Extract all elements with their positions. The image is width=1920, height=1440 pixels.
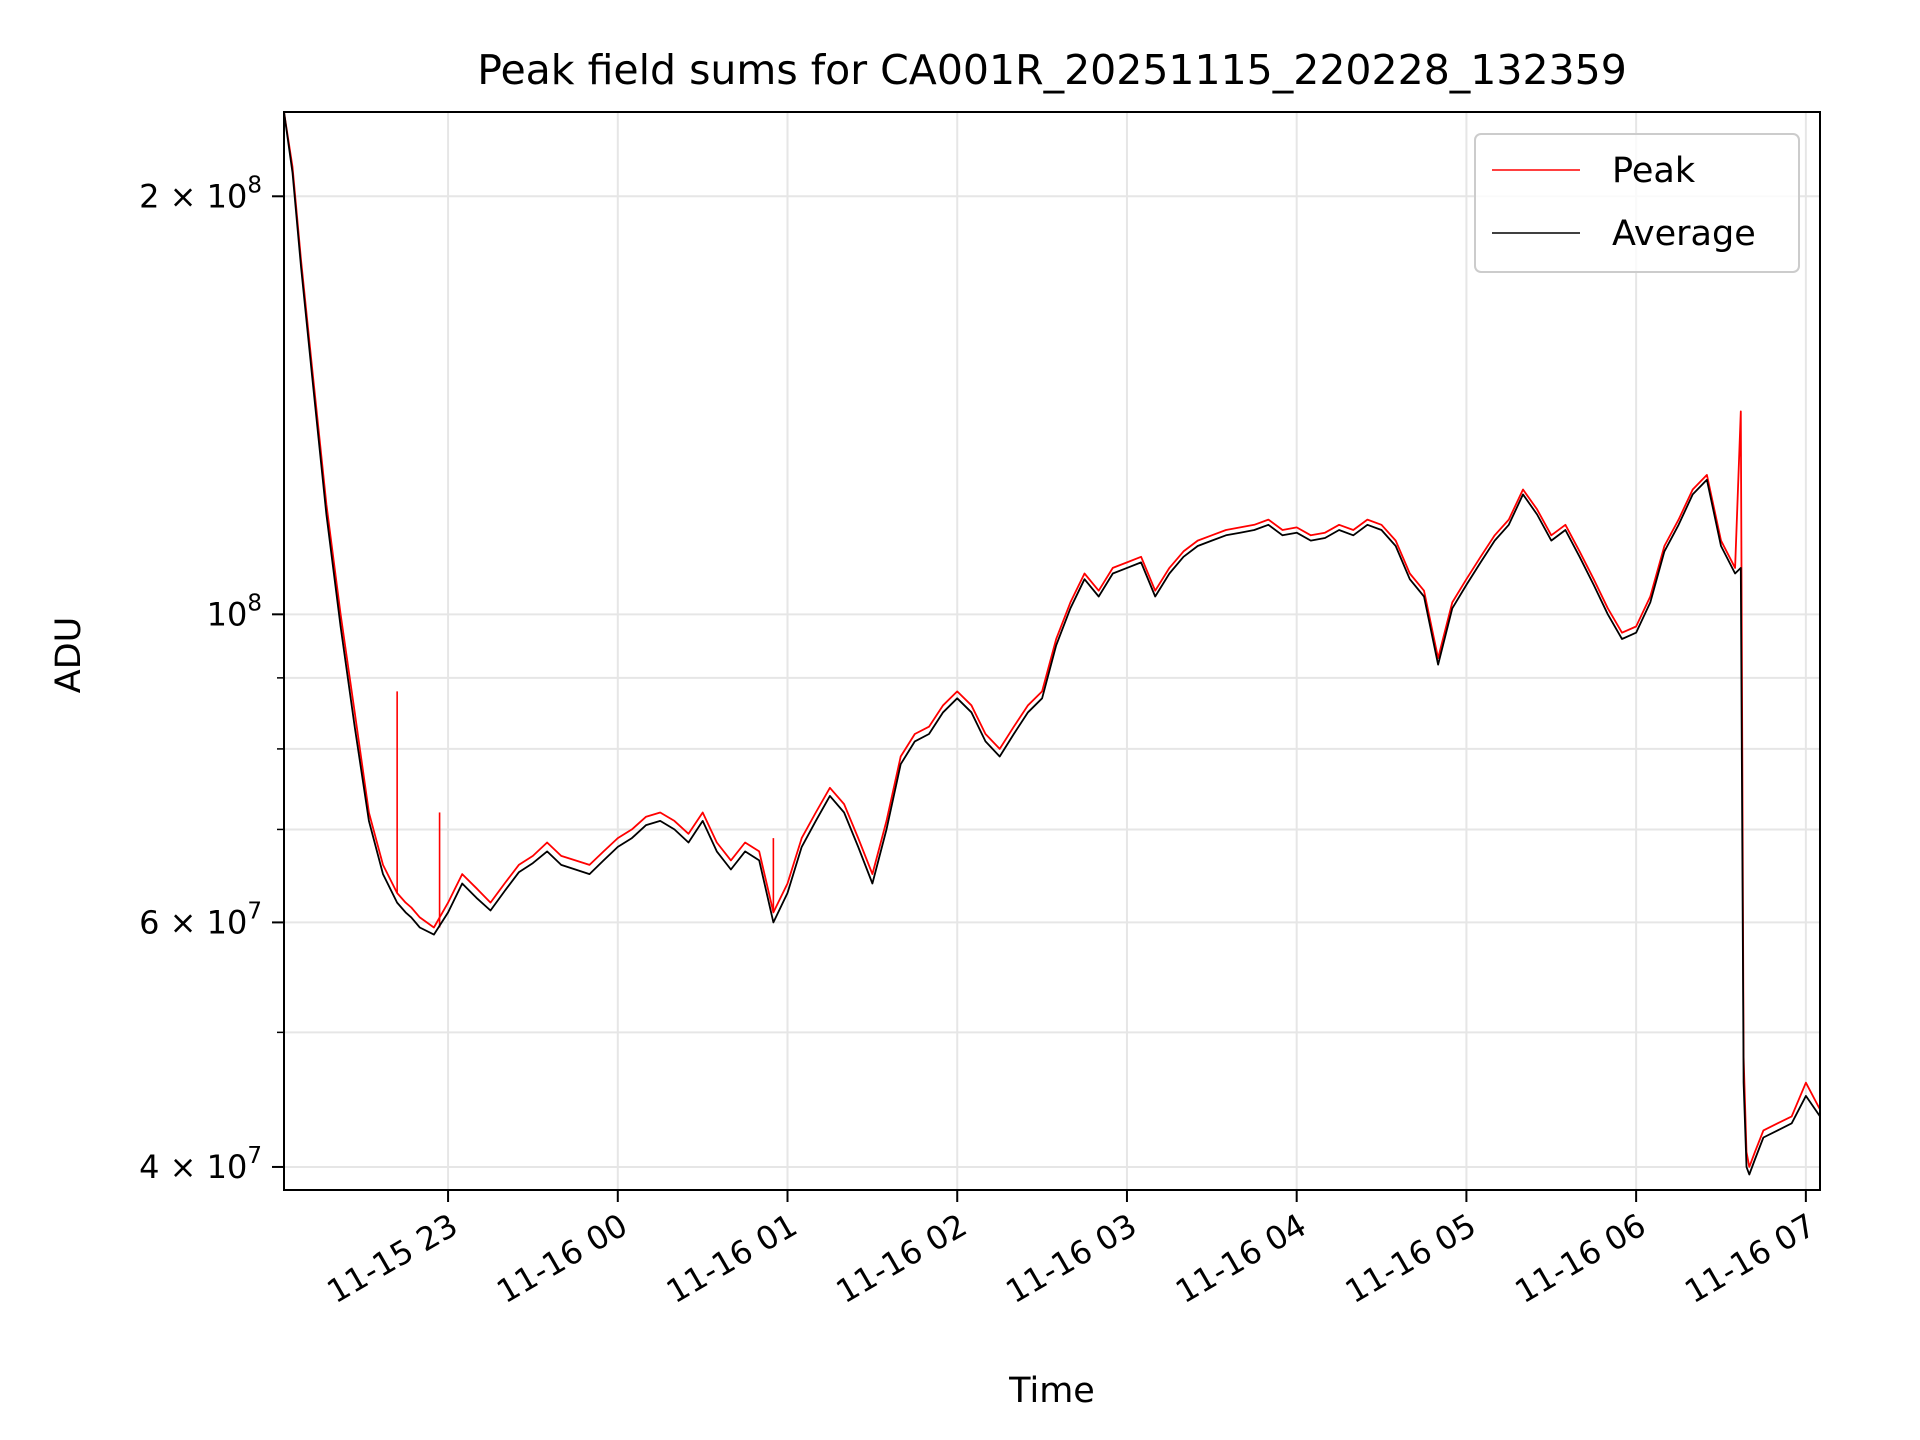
y-tick-label: 4 × 107 — [139, 1143, 262, 1186]
series-line-peak — [283, 111, 1821, 1168]
y-tick-label-base: 2 × 10 — [139, 177, 247, 215]
y-tick-label: 108 — [207, 590, 262, 633]
legend-average-label: Average — [1612, 214, 1756, 254]
y-tick-label-base: 4 × 10 — [139, 1148, 247, 1186]
legend-peak-label: Peak — [1612, 151, 1696, 191]
y-tick-label-exponent: 7 — [247, 1143, 262, 1169]
plot-area-frame — [283, 111, 1821, 1191]
legend: Peak Average — [1474, 133, 1800, 273]
chart-title: Peak field sums for CA001R_20251115_2202… — [477, 46, 1627, 94]
y-tick-label-base: 6 × 10 — [139, 903, 247, 941]
y-tick-label-exponent: 7 — [247, 898, 262, 924]
series-lines — [283, 111, 1821, 1176]
y-tick-label: 2 × 108 — [139, 172, 262, 215]
series-line-average — [283, 111, 1821, 1176]
y-tick-label: 6 × 107 — [139, 898, 262, 941]
y-axis-label: ADU — [49, 617, 89, 694]
y-tick-label-exponent: 8 — [247, 172, 262, 198]
legend-box — [1474, 133, 1800, 273]
grid — [284, 112, 1820, 1190]
y-tick-label-base: 10 — [207, 595, 248, 633]
x-axis-label: Time — [1008, 1371, 1095, 1411]
y-tick-label-exponent: 8 — [247, 590, 262, 616]
